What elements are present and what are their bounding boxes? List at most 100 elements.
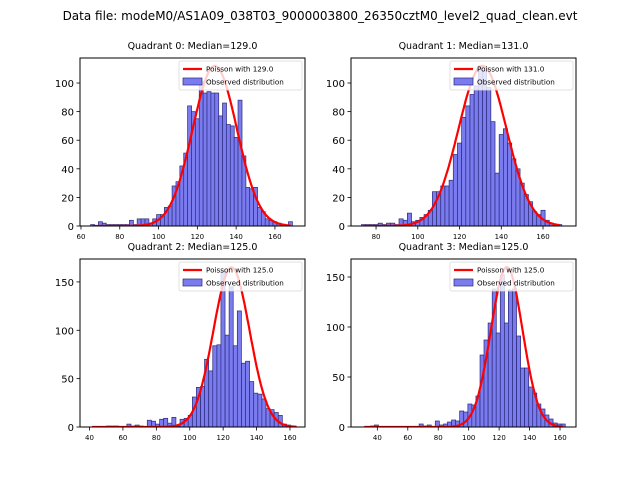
histogram-bar [495,332,501,427]
histogram-bar [257,393,263,427]
x-tick-label: 140 [229,233,242,241]
y-tick-label: 0 [68,222,74,233]
x-tick-label: 100 [411,233,424,241]
histogram-bar [461,116,467,226]
y-tick-label: 50 [332,373,345,384]
axes-frame [79,57,306,227]
legend-box [449,261,574,292]
legend: Poisson with 125.0 Observed distribution [449,261,574,292]
histogram-bar [503,128,508,226]
histogram-bar [486,86,492,226]
poisson-curve [364,265,564,427]
x-tick-label: 80 [115,233,124,241]
histogram-bar [129,219,134,226]
x-tick-label: 80 [152,434,161,442]
x-tick-label: 120 [216,434,229,442]
poisson-curve [92,266,297,427]
histogram-bar [418,423,424,427]
histogram-bar [516,335,521,427]
histogram-bar [452,154,458,226]
legend-box [178,261,303,292]
y-tick-label: 80 [61,108,74,119]
histogram-bar [228,286,234,427]
y-tick-label: 100 [55,79,74,90]
histogram-bar [226,124,231,226]
histogram-bar [499,274,505,427]
histogram-bar [524,367,530,427]
histogram-bar [237,99,243,226]
x-tick-label: 60 [403,434,412,442]
y-tick-label: 0 [339,423,345,434]
histogram-bar [444,185,450,226]
histogram-bar [232,345,238,427]
histogram-bars [90,64,293,226]
x-tick-label: 160 [268,233,281,241]
x-tick-label: 40 [373,434,382,442]
histogram-bar [507,142,513,226]
histogram-bar [473,85,479,226]
legend-label-observed: Observed distribution [206,78,284,87]
legend-box [178,60,303,91]
histogram-bar [222,102,227,226]
histogram-bar [187,105,192,226]
subplot-title: Quadrant 0: Median=129.0 [128,41,258,52]
legend-label-poisson: Poisson with 125.0 [206,266,274,275]
legend: Poisson with 131.0 Observed distribution [449,60,574,91]
histogram-bar [206,91,212,226]
histogram-bar [208,370,214,427]
histogram-bar [494,172,500,226]
legend-label-observed: Observed distribution [477,78,555,87]
legend-label-poisson: Poisson with 129.0 [206,65,274,74]
histogram-bar [126,423,132,427]
subplot-quadrant-0: Quadrant 0: Median=129.0 60 80 100 120 140 160… [55,41,306,241]
subplot-title: Quadrant 1: Median=131.0 [399,41,529,52]
histogram-bar [218,115,223,226]
y-tick-label: 150 [55,278,74,289]
histogram-bar [257,207,262,226]
x-tick-label: 140 [250,434,263,442]
x-tick-label: 120 [453,233,466,241]
x-tick-label: 100 [183,434,196,442]
legend-label-poisson: Poisson with 131.0 [477,65,545,74]
subplot-title: Quadrant 3: Median=125.0 [399,242,529,253]
histogram-bar [214,92,220,226]
x-tick-label: 40 [85,434,94,442]
x-tick-label: 120 [492,434,505,442]
y-tick-label: 0 [68,423,74,434]
x-tick-label: 100 [152,233,165,241]
histogram-bar [195,118,200,226]
histogram-bar [171,416,177,427]
y-tick-label: 40 [332,165,345,176]
histogram-bar [490,121,496,226]
subplot-quadrant-2: Quadrant 2: Median=125.0 40 60 80 100 120 140 1… [55,242,306,442]
legend: Poisson with 125.0 Observed distribution [178,261,303,292]
x-tick-label: 120 [191,233,204,241]
x-tick-label: 100 [462,434,475,442]
histogram-bars [364,265,566,427]
legend-bar-swatch [182,77,203,86]
legend-bar-swatch [182,278,203,287]
histogram-bar [224,334,230,427]
subplot-title: Quadrant 2: Median=125.0 [128,242,258,253]
histogram-bar [245,360,250,427]
histogram-bar [482,69,488,226]
x-tick-label: 60 [118,434,127,442]
histogram-bar [434,420,440,427]
histogram-bar [511,158,517,226]
histogram-bar [212,345,218,427]
histogram-bar [528,386,534,427]
legend-bar-swatch [453,77,474,86]
histogram-bar [465,105,471,226]
histogram-bar [508,289,513,427]
y-tick-label: 60 [61,136,74,147]
legend-box [449,60,574,91]
y-tick-label: 20 [332,193,345,204]
y-tick-label: 80 [332,108,345,119]
histogram-bar [469,94,475,226]
histogram-bar [236,310,242,427]
subplot-quadrant-1: Quadrant 1: Median=131.0 80 100 120 140 160 0 2… [326,41,577,241]
histogram-bar [261,398,267,427]
axes-frame [350,57,577,227]
y-tick-label: 40 [61,165,74,176]
histogram-bar [520,367,525,427]
